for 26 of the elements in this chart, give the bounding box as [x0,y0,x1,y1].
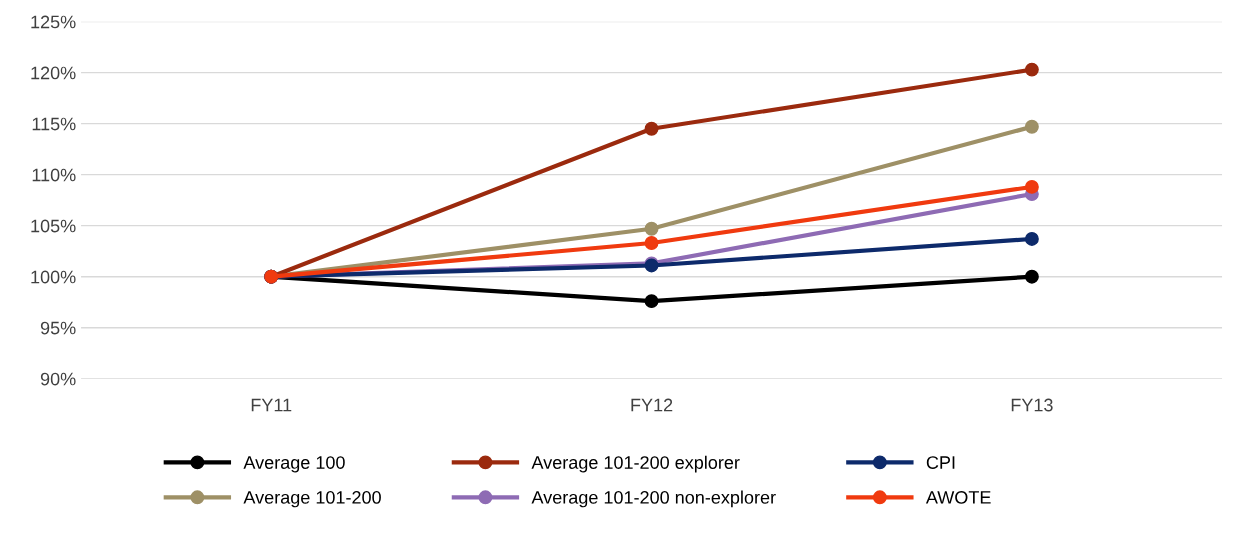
point [1024,269,1039,284]
x-tick-label: FY13 [1011,398,1053,412]
point [644,121,659,136]
point [644,221,659,236]
y-tick-label: 90% [40,372,76,386]
y-tick-label: 110% [32,168,76,182]
point [1024,62,1039,77]
y-tick-label: 105% [31,219,76,233]
point [644,294,659,309]
legend-label: Average 101-200 explorer [531,455,740,473]
x-tick-label: FY12 [631,398,673,412]
y-tick-label: 115% [32,117,76,131]
y-tick-label: 120% [31,66,76,80]
point [1024,179,1039,194]
y-tick-label: 125% [31,15,76,29]
point [1024,119,1039,134]
legend-label: Average 100 [243,456,345,473]
y-tick-label: 100% [31,270,76,284]
point [644,236,659,250]
x-tick-label: FY11 [251,398,292,412]
legend-label: Average 101-200 [243,491,381,508]
legend-label: CPI [926,456,955,469]
legend-label: Average 101-200 non-explorer [531,490,776,508]
y-tick-label: 95% [40,321,76,335]
point [1024,231,1039,246]
legend-label: AWOTE [925,491,991,504]
